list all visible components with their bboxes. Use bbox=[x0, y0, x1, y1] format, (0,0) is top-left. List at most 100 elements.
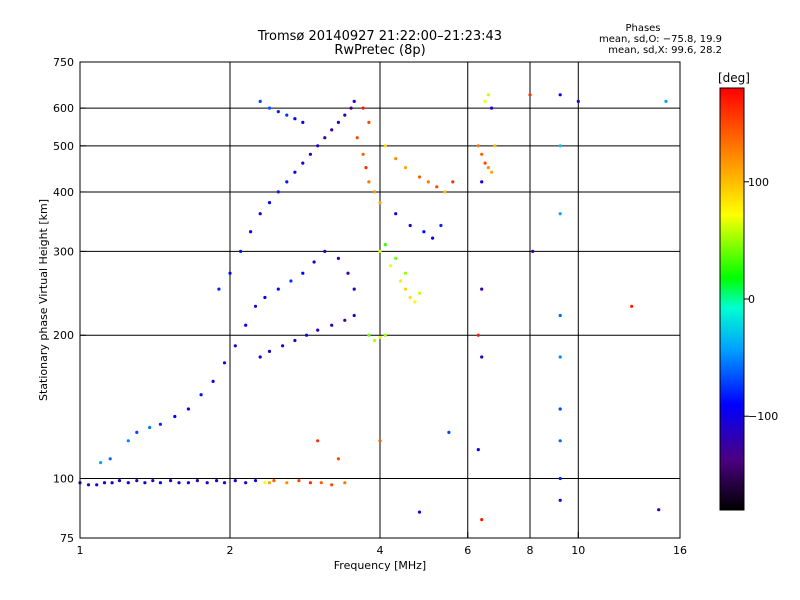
data-point bbox=[239, 249, 243, 253]
x-tick-label: 1 bbox=[77, 544, 84, 557]
data-point bbox=[451, 180, 455, 184]
data-point bbox=[483, 161, 487, 165]
data-point bbox=[343, 318, 347, 322]
data-point bbox=[308, 481, 312, 485]
data-point bbox=[330, 323, 334, 327]
data-point bbox=[480, 518, 484, 522]
data-point bbox=[394, 256, 398, 260]
data-point bbox=[312, 260, 316, 264]
chart-title: Tromsø 20140927 21:22:00–21:23:43 bbox=[257, 29, 502, 44]
data-point bbox=[117, 479, 122, 483]
data-point bbox=[126, 439, 130, 443]
data-point bbox=[316, 144, 320, 148]
data-point bbox=[135, 479, 139, 483]
data-point bbox=[293, 117, 297, 121]
data-point bbox=[249, 230, 253, 234]
data-point bbox=[148, 425, 152, 430]
data-point bbox=[285, 113, 289, 117]
x-axis-label: Frequency [MHz] bbox=[334, 559, 426, 572]
data-point bbox=[349, 106, 353, 110]
data-point bbox=[301, 120, 305, 124]
y-tick-label: 750 bbox=[53, 56, 74, 69]
data-point bbox=[367, 180, 371, 184]
data-point bbox=[173, 414, 177, 419]
data-point bbox=[408, 295, 412, 300]
data-point bbox=[316, 439, 320, 443]
y-tick-label: 500 bbox=[53, 140, 74, 153]
data-point bbox=[364, 166, 368, 170]
data-point bbox=[576, 99, 580, 103]
data-point bbox=[267, 481, 272, 485]
data-point bbox=[480, 287, 484, 291]
phases-x-stats: mean, sd,X: 99.6, 28.2 bbox=[608, 45, 722, 56]
data-point bbox=[408, 223, 412, 228]
data-point bbox=[301, 271, 305, 275]
y-tick-label: 600 bbox=[53, 102, 74, 115]
data-point bbox=[330, 128, 334, 132]
x-tick-label: 8 bbox=[527, 544, 534, 557]
data-point bbox=[258, 99, 262, 103]
data-point bbox=[558, 407, 562, 411]
data-point bbox=[258, 212, 262, 216]
data-point bbox=[528, 93, 532, 97]
colorbar-gradient bbox=[719, 87, 745, 511]
data-point bbox=[383, 243, 387, 247]
data-point bbox=[222, 481, 227, 485]
data-point bbox=[383, 144, 387, 148]
data-point bbox=[476, 144, 480, 148]
data-point bbox=[195, 479, 199, 483]
data-point bbox=[177, 481, 181, 485]
data-point bbox=[399, 279, 403, 283]
data-point bbox=[664, 99, 668, 103]
data-point bbox=[316, 328, 320, 332]
data-point bbox=[431, 236, 435, 240]
data-point bbox=[480, 152, 484, 156]
data-point bbox=[531, 249, 535, 253]
y-tick-label: 400 bbox=[53, 186, 74, 199]
data-point bbox=[158, 481, 162, 485]
chart-subtitle: RwPretec (8p) bbox=[334, 43, 425, 58]
data-point bbox=[372, 190, 377, 194]
data-point bbox=[267, 201, 272, 205]
data-point bbox=[217, 287, 221, 291]
data-point bbox=[476, 448, 480, 452]
data-point bbox=[490, 170, 494, 174]
phases-heading: Phases bbox=[625, 23, 660, 34]
data-point bbox=[301, 161, 305, 165]
data-point bbox=[305, 333, 309, 337]
data-point bbox=[558, 439, 562, 443]
data-point bbox=[558, 355, 562, 359]
data-point bbox=[480, 180, 484, 184]
y-tick-label: 100 bbox=[53, 473, 74, 486]
x-tick-label: 10 bbox=[571, 544, 585, 557]
data-point bbox=[135, 430, 139, 434]
data-point bbox=[422, 230, 426, 234]
data-point bbox=[394, 157, 398, 161]
x-tick-label: 16 bbox=[673, 544, 687, 557]
data-point bbox=[285, 180, 289, 184]
data-point bbox=[336, 256, 340, 260]
data-point bbox=[346, 271, 350, 275]
data-point bbox=[352, 313, 356, 318]
data-point bbox=[378, 249, 382, 253]
data-point bbox=[352, 287, 356, 291]
y-tick-label: 300 bbox=[53, 245, 74, 258]
data-point bbox=[330, 483, 334, 487]
data-point bbox=[435, 185, 439, 189]
data-point bbox=[558, 476, 562, 481]
data-point bbox=[233, 479, 237, 483]
x-tick-label: 4 bbox=[377, 544, 384, 557]
data-point bbox=[186, 407, 190, 411]
data-point bbox=[443, 190, 447, 194]
data-point bbox=[476, 333, 480, 337]
data-point bbox=[558, 93, 562, 97]
data-point bbox=[389, 264, 393, 268]
data-point bbox=[258, 355, 262, 359]
phases-o-stats: mean, sd,O: −75.8, 19.9 bbox=[599, 34, 722, 45]
data-point bbox=[276, 110, 280, 114]
data-point bbox=[205, 481, 209, 485]
data-point bbox=[323, 136, 327, 140]
data-point bbox=[403, 271, 408, 275]
data-point bbox=[480, 355, 484, 359]
